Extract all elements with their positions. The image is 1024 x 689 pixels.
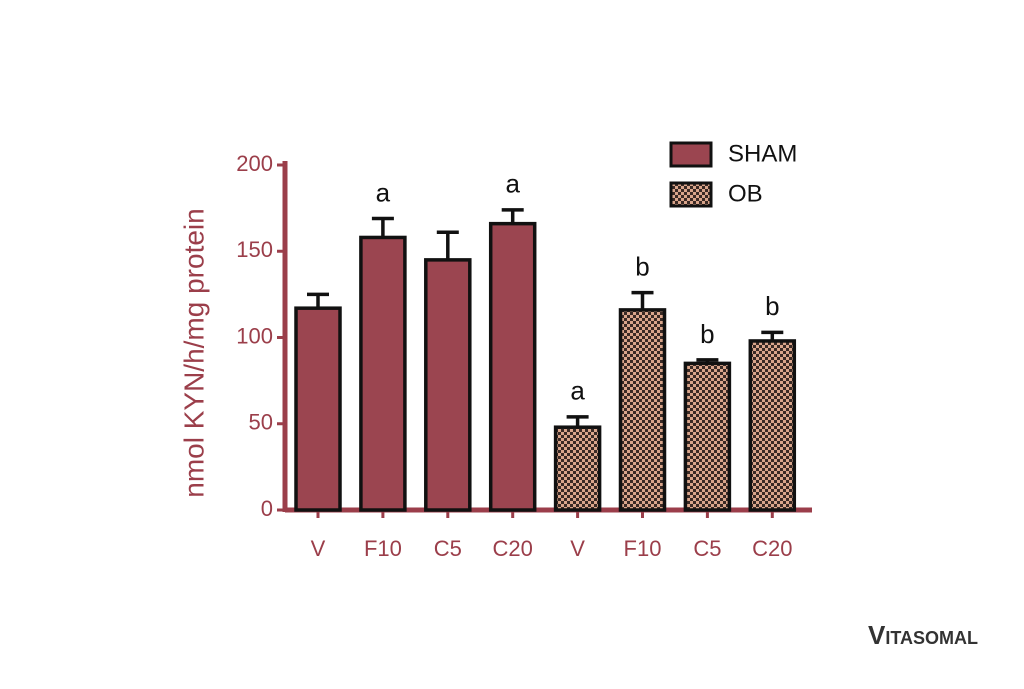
- bar: [359, 235, 407, 512]
- y-axis-label: nmol KYN/h/mg protein: [178, 208, 209, 497]
- legend-label: SHAM: [728, 140, 797, 167]
- x-tick-label: C5: [693, 536, 721, 561]
- legend-swatch: [669, 141, 713, 168]
- annotation: b: [765, 291, 779, 321]
- y-tick-label: 150: [236, 237, 273, 262]
- annotation: a: [505, 169, 520, 199]
- x-tick-label: V: [570, 536, 585, 561]
- x-tick-label: C20: [752, 536, 792, 561]
- bar: [618, 308, 667, 512]
- x-tick-label: F10: [364, 536, 402, 561]
- bar: [683, 361, 732, 512]
- x-tick-label: C5: [434, 536, 462, 561]
- annotation: a: [376, 177, 391, 207]
- y-tick-label: 50: [249, 410, 273, 435]
- bar: [424, 258, 472, 512]
- legend-swatch: [669, 181, 713, 208]
- x-tick-label: V: [311, 536, 326, 561]
- x-tick-label: F10: [624, 536, 662, 561]
- bar: [488, 221, 537, 512]
- bar: [294, 306, 342, 512]
- x-tick-label: C20: [493, 536, 533, 561]
- watermark: Vitasomal: [868, 620, 978, 650]
- y-tick-label: 0: [261, 496, 273, 521]
- bar: [748, 339, 797, 512]
- annotation: b: [700, 319, 714, 349]
- annotation: b: [635, 252, 649, 282]
- y-tick-label: 100: [236, 323, 273, 348]
- annotation: a: [570, 376, 585, 406]
- bar: [553, 425, 602, 512]
- y-tick-label: 200: [236, 151, 273, 176]
- legend-label: OB: [728, 180, 763, 207]
